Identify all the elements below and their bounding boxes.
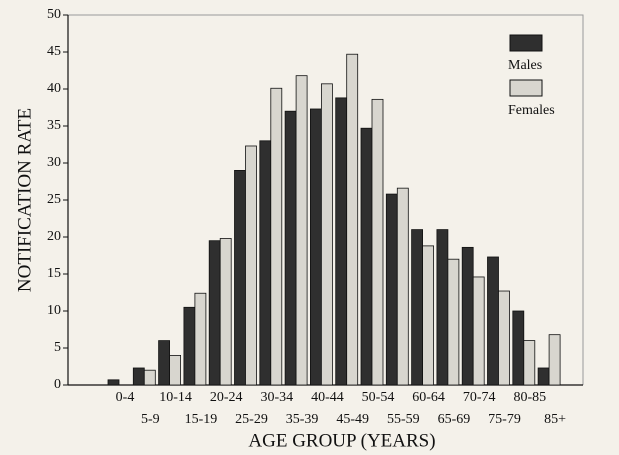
x-tick-label: 50-54 xyxy=(362,390,395,405)
x-tick-label: 0-4 xyxy=(116,390,135,405)
bar xyxy=(523,340,536,386)
y-tick-label: 25 xyxy=(47,192,61,207)
bar xyxy=(169,354,182,386)
bar xyxy=(309,108,322,386)
y-tick-label: 10 xyxy=(47,303,61,318)
legend-label: Males xyxy=(508,58,542,73)
x-tick-label: 5-9 xyxy=(141,412,160,427)
x-tick-label: 30-34 xyxy=(260,390,293,405)
x-tick-label: 85+ xyxy=(544,412,566,427)
bar xyxy=(219,238,232,386)
y-tick-label: 20 xyxy=(47,229,61,244)
x-tick-label: 15-19 xyxy=(185,412,218,427)
bar xyxy=(436,229,449,386)
bar xyxy=(411,229,424,386)
y-tick-label: 35 xyxy=(47,118,61,133)
plot-frame xyxy=(68,14,584,385)
bar xyxy=(385,193,398,386)
bar xyxy=(371,98,384,386)
bar xyxy=(461,246,474,386)
x-axis-label: AGE GROUP (YEARS) xyxy=(248,430,435,451)
y-tick-label: 45 xyxy=(47,44,61,59)
bar xyxy=(320,83,333,386)
y-tick-label: 0 xyxy=(54,377,61,392)
bar xyxy=(472,276,485,386)
bar xyxy=(245,145,257,386)
bar xyxy=(208,240,221,386)
bar xyxy=(259,140,272,386)
bar xyxy=(107,379,120,386)
x-tick-label: 75-79 xyxy=(488,412,521,427)
bar xyxy=(498,290,510,386)
x-tick-label: 60-64 xyxy=(412,390,445,405)
y-tick-label: 15 xyxy=(47,266,61,281)
bar xyxy=(360,127,373,386)
bar xyxy=(335,97,348,386)
bar xyxy=(234,169,246,386)
bar xyxy=(346,53,359,386)
bar xyxy=(295,75,308,386)
bar xyxy=(447,258,460,386)
bar xyxy=(512,310,525,386)
y-tick-label: 5 xyxy=(54,340,61,355)
legend-label: Females xyxy=(508,103,555,118)
x-tick-label: 10-14 xyxy=(159,390,192,405)
x-tick-label: 45-49 xyxy=(336,412,369,427)
x-tick-label: 20-24 xyxy=(210,390,243,405)
y-tick-label: 30 xyxy=(47,155,61,170)
y-axis-label: NOTIFICATION RATE xyxy=(14,108,35,292)
y-tick-label: 50 xyxy=(47,7,61,22)
bar xyxy=(158,340,171,386)
x-tick-label: 80-85 xyxy=(513,390,546,405)
bar xyxy=(143,369,156,386)
x-tick-label: 40-44 xyxy=(311,390,344,405)
legend-swatch xyxy=(509,34,543,52)
bar xyxy=(284,110,297,386)
x-tick-label: 70-74 xyxy=(463,390,496,405)
x-tick-label: 55-59 xyxy=(387,412,420,427)
bar xyxy=(548,334,561,386)
bar xyxy=(537,367,550,386)
y-tick-label: 40 xyxy=(47,81,61,96)
x-tick-label: 65-69 xyxy=(438,412,471,427)
x-tick-label: 35-39 xyxy=(286,412,319,427)
bar xyxy=(194,292,207,386)
bar xyxy=(270,87,283,386)
bar xyxy=(132,367,145,386)
legend-swatch xyxy=(509,79,543,97)
bar xyxy=(183,306,196,386)
bar xyxy=(422,245,435,386)
x-tick-label: 25-29 xyxy=(235,412,268,427)
bar xyxy=(487,256,499,386)
bar xyxy=(396,187,409,386)
